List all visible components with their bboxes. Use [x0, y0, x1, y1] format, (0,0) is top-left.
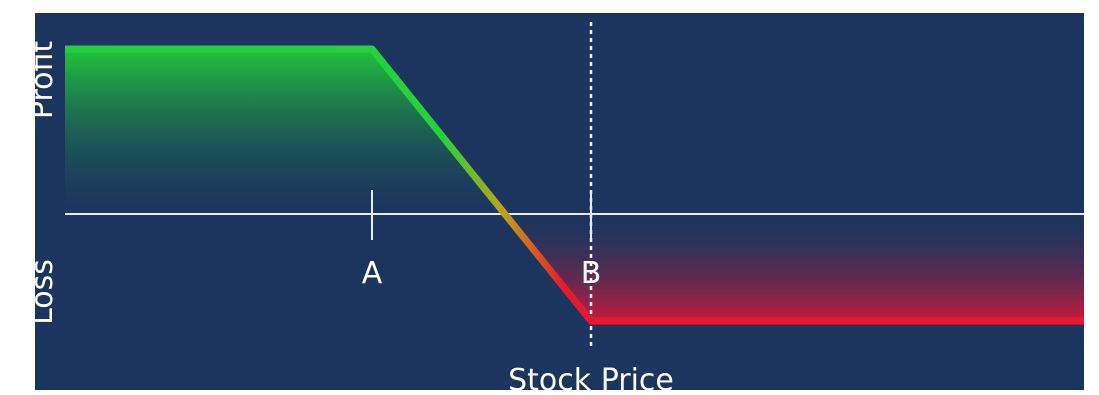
x-axis-label: Stock Price — [508, 363, 674, 390]
y-axis-label-profit: Profit — [25, 41, 60, 119]
loss-area — [504, 214, 1085, 321]
strike-label-b: B — [581, 256, 602, 291]
payoff-line — [65, 45, 1084, 325]
y-axis-label-loss: Loss — [25, 259, 60, 325]
strike-label-a: A — [362, 256, 383, 291]
profit-area — [65, 49, 505, 214]
